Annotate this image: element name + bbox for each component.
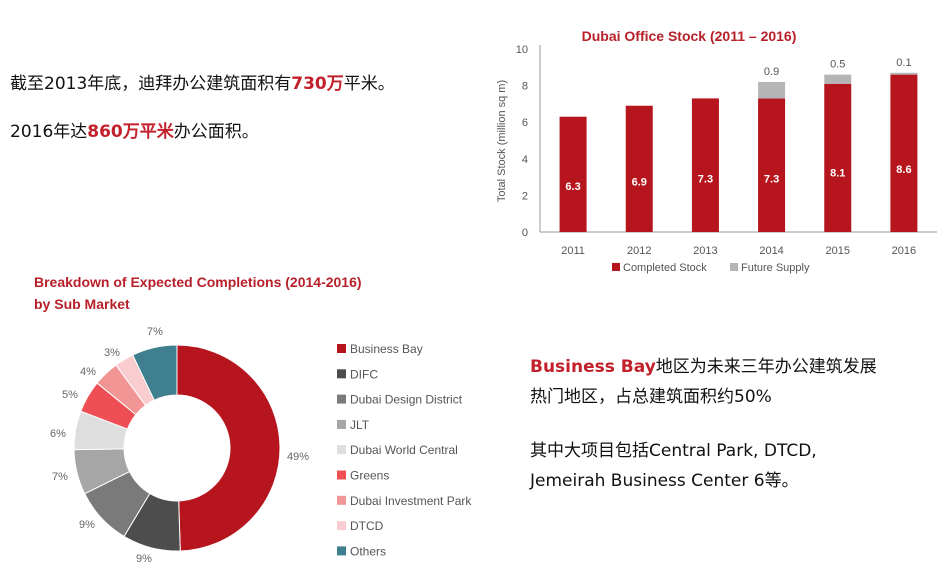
note-line-1: Business Bay地区为未来三年办公建筑发展 <box>530 352 877 382</box>
note-line-3: 其中大项目包括Central Park, DTCD, <box>530 441 817 461</box>
slice-percent-label: 3% <box>104 347 120 359</box>
legend-swatch-greens <box>337 470 346 480</box>
legend-swatch-dtcd <box>337 521 346 531</box>
legend-swatch-difc <box>337 369 346 379</box>
bar-chart-title: Dubai Office Stock (2011 – 2016) <box>582 28 797 44</box>
bar-completed-stock <box>691 98 719 232</box>
business-bay-note: Business Bay地区为未来三年办公建筑发展 热门地区，占总建筑面积约50… <box>530 352 877 496</box>
bar-value-label: 6.3 <box>565 181 580 193</box>
legend-label: Business Bay <box>350 342 423 356</box>
bar-completed-stock <box>625 105 653 232</box>
y-tick-label: 2 <box>522 190 528 202</box>
legend-swatch-business-bay <box>337 344 346 353</box>
slice-percent-label: 7% <box>52 471 68 483</box>
legend-swatch-completed <box>612 263 620 271</box>
y-tick-label: 4 <box>522 154 528 166</box>
bar-value-label: 7.3 <box>698 174 713 186</box>
legend-label: DIFC <box>350 367 378 381</box>
bar-completed-stock <box>824 83 852 233</box>
y-tick-label: 0 <box>522 227 528 239</box>
bar-completed-stock <box>559 116 587 232</box>
legend-swatch-future <box>730 263 738 271</box>
donut-title-line-1: Breakdown of Expected Completions (2014-… <box>34 274 362 290</box>
office-stock-bar-chart: Dubai Office Stock (2011 – 2016) Total S… <box>496 28 937 274</box>
note-line-1-rest: 地区为未来三年办公建筑发展 <box>655 357 877 377</box>
slice-percent-label: 4% <box>80 366 96 378</box>
x-tick-label: 2012 <box>627 245 651 257</box>
x-tick-label: 2015 <box>826 245 850 257</box>
statement-2-prefix: 2016年达 <box>10 122 88 142</box>
bar-future-supply <box>824 74 852 84</box>
bar-completed-stock <box>890 74 918 233</box>
legend-label: Greens <box>350 469 389 483</box>
legend-label: Dubai Investment Park <box>350 494 472 508</box>
legend-label: Dubai World Central <box>350 443 458 457</box>
legend-swatch-jlt <box>337 419 346 429</box>
x-tick-label: 2016 <box>892 245 916 257</box>
slice-percent-label: 49% <box>287 451 309 463</box>
legend-label: Others <box>350 544 386 558</box>
statement-office-area-2013: 截至2013年底，迪拜办公建筑面积有730万平米。 <box>10 69 395 99</box>
legend-label: Completed Stock <box>623 262 707 274</box>
slice-percent-label: 9% <box>79 519 95 531</box>
future-supply-value-label: 0.9 <box>764 66 779 78</box>
bar-value-label: 7.3 <box>764 174 779 186</box>
y-tick-label: 10 <box>516 44 528 56</box>
statement-2-highlight: 860万平米 <box>87 122 174 142</box>
legend-swatch-dubai-investment-park <box>337 495 346 505</box>
statement-1-highlight: 730万 <box>291 74 344 94</box>
slice-percent-label: 9% <box>136 553 152 565</box>
bar-value-label: 8.1 <box>830 168 845 180</box>
statement-2-suffix: 办公面积。 <box>173 122 259 142</box>
legend-label: JLT <box>350 418 370 432</box>
legend-swatch-dubai-design-district <box>337 394 346 404</box>
statement-1-prefix: 截至2013年底，迪拜办公建筑面积有 <box>10 74 292 94</box>
bar-future-supply <box>758 81 786 99</box>
legend-label: Dubai Design District <box>350 393 463 407</box>
bar-future-supply <box>890 72 918 75</box>
x-tick-label: 2011 <box>561 245 585 257</box>
donut-title-line-2: by Sub Market <box>34 296 130 312</box>
y-tick-label: 8 <box>522 81 528 93</box>
statement-office-area-2016: 2016年达860万平米办公面积。 <box>10 117 259 147</box>
y-tick-label: 6 <box>522 117 528 129</box>
note-line-2: 热门地区，占总建筑面积约50% <box>530 387 772 407</box>
legend-label: DTCD <box>350 519 384 533</box>
future-supply-value-label: 0.5 <box>830 59 845 71</box>
bar-completed-stock <box>758 98 786 232</box>
slice-percent-label: 6% <box>50 428 66 440</box>
statement-1-suffix: 平米。 <box>343 74 395 94</box>
bar-value-label: 8.6 <box>896 164 911 176</box>
x-tick-label: 2014 <box>759 245 783 257</box>
sub-market-donut-chart: Breakdown of Expected Completions (2014-… <box>34 274 472 565</box>
slice-percent-label: 5% <box>62 389 78 401</box>
legend-swatch-dubai-world-central <box>337 445 346 455</box>
donut-slice-others <box>132 344 178 401</box>
legend-label: Future Supply <box>741 262 810 274</box>
future-supply-value-label: 0.1 <box>896 57 911 69</box>
y-axis-label: Total Stock (million sq m) <box>496 80 508 202</box>
note-line-4: Jemeirah Business Center 6等。 <box>530 471 799 491</box>
legend-swatch-others <box>337 546 346 556</box>
x-tick-label: 2013 <box>693 245 717 257</box>
donut-slice-business-bay <box>176 344 281 552</box>
note-highlight: Business Bay <box>530 357 656 377</box>
slice-percent-label: 7% <box>147 326 163 338</box>
bar-value-label: 6.9 <box>632 176 647 188</box>
